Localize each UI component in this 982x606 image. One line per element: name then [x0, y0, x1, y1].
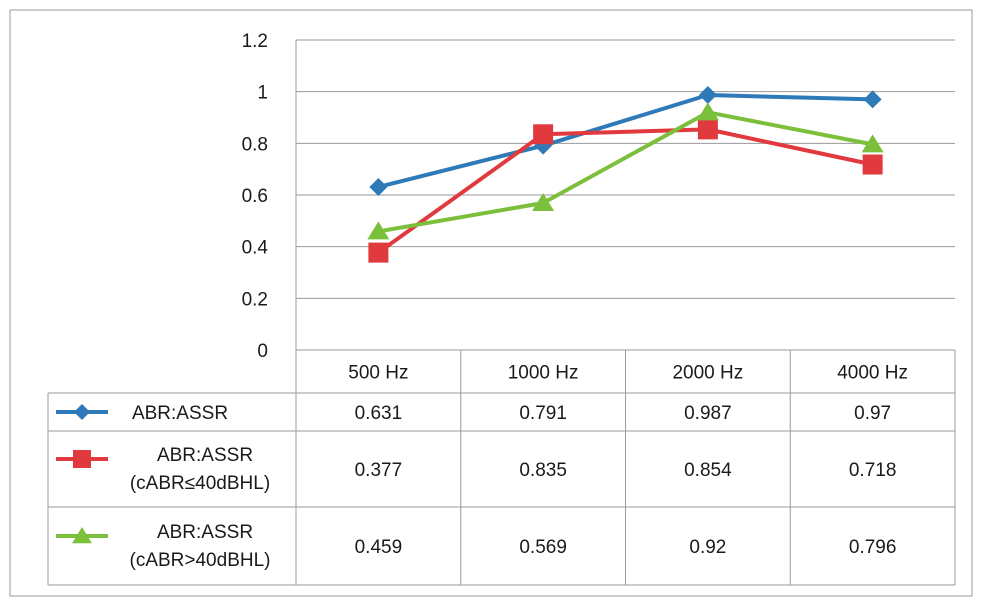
series-line-2 — [376, 127, 875, 255]
series-1-point — [863, 90, 882, 109]
series-lines — [376, 93, 875, 255]
series-1-point — [698, 86, 717, 105]
category-label: 4000 Hz — [837, 363, 908, 384]
y-tick-label: 0 — [257, 341, 268, 362]
data-cell: 0.718 — [849, 460, 897, 481]
legend-key-marker — [73, 450, 91, 468]
legend-label: ABR:ASSR — [132, 403, 228, 424]
data-cell: 0.835 — [519, 460, 567, 481]
series-3-point — [367, 221, 390, 240]
category-label: 2000 Hz — [672, 363, 743, 384]
data-table: 500 Hz 1000 Hz 2000 Hz 4000 Hz ABR:ASSR 0.631… — [47, 350, 956, 586]
y-tick-label: 1.2 — [242, 31, 268, 52]
data-cell: 0.791 — [519, 403, 567, 424]
series-line-3 — [376, 110, 875, 234]
data-cell: 0.92 — [689, 537, 726, 558]
y-axis-tick-labels: 0 0.2 0.4 0.6 0.8 1 1.2 — [242, 31, 269, 362]
data-cell: 0.987 — [684, 403, 732, 424]
gridlines — [295, 39, 955, 351]
y-tick-label: 0.2 — [242, 289, 268, 310]
data-cell: 0.631 — [355, 403, 403, 424]
y-tick-label: 0.6 — [242, 186, 268, 207]
legend-key-marker — [74, 404, 90, 420]
series-3-point — [696, 102, 719, 121]
data-cell: 0.459 — [355, 537, 403, 558]
series-2-point — [368, 242, 389, 263]
legend-label: (cABR≤40dBHL) — [130, 473, 270, 494]
data-cell: 0.796 — [849, 537, 897, 558]
series-2-point — [697, 119, 718, 140]
legend-label: (cABR>40dBHL) — [130, 550, 271, 571]
series-1-point — [369, 177, 388, 196]
y-tick-label: 1 — [257, 83, 268, 104]
series-2-point — [533, 124, 554, 145]
series-3-point — [861, 134, 884, 153]
y-tick-label: 0.4 — [242, 238, 269, 259]
y-tick-label: 0.8 — [242, 134, 268, 155]
data-cell: 0.377 — [355, 460, 403, 481]
category-label: 1000 Hz — [508, 363, 579, 384]
legend-key-marker — [72, 527, 92, 544]
data-cell: 0.569 — [519, 537, 567, 558]
legend-label: ABR:ASSR — [157, 522, 253, 543]
series-markers — [367, 86, 884, 263]
series-3-point — [532, 193, 555, 212]
category-label: 500 Hz — [348, 363, 408, 384]
series-2-point — [862, 154, 883, 175]
legend-label: ABR:ASSR — [157, 445, 253, 466]
data-cell: 0.854 — [684, 460, 732, 481]
data-cell: 0.97 — [854, 403, 891, 424]
series-line-1 — [376, 93, 875, 189]
outer-frame — [9, 9, 973, 597]
